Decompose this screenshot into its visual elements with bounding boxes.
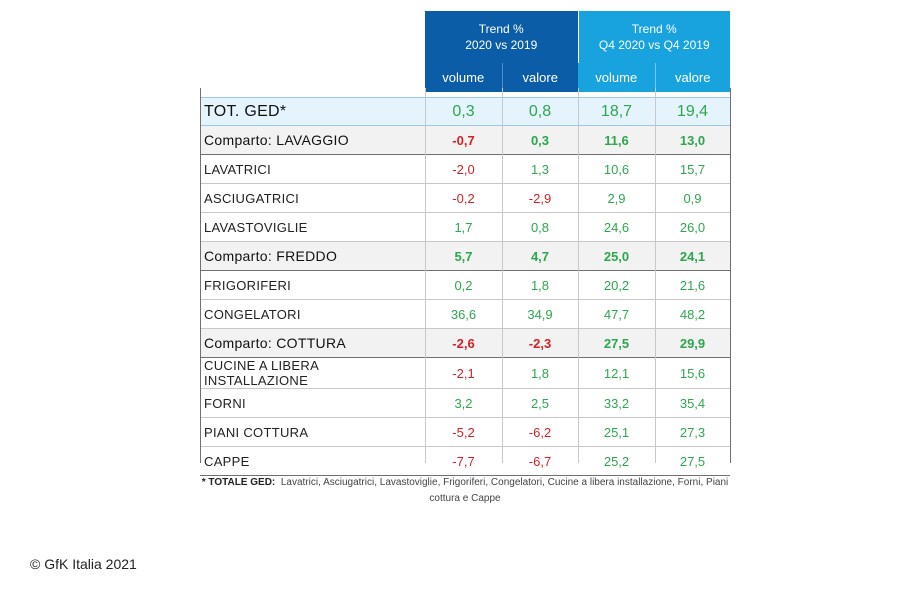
cell-volume-q4: 24,6 bbox=[578, 212, 655, 242]
cell-volume-q4: 47,7 bbox=[578, 299, 655, 329]
table-row: LAVATRICI -2,0 1,3 10,6 15,7 bbox=[200, 154, 730, 184]
footnote: * TOTALE GED: Lavatrici, Asciugatrici, L… bbox=[200, 475, 730, 507]
cell-valore-2020: 0,3 bbox=[502, 125, 578, 155]
header-group-q4: Trend % Q4 2020 vs Q4 2019 bbox=[578, 11, 730, 63]
row-label: TOT. GED* bbox=[200, 97, 425, 126]
header-blank bbox=[200, 63, 425, 92]
cell-volume-q4: 10,6 bbox=[578, 154, 655, 184]
header-group-2020: Trend % 2020 vs 2019 bbox=[425, 11, 579, 63]
row-label: Comparto: LAVAGGIO bbox=[200, 125, 425, 155]
cell-valore-2020: -6,7 bbox=[502, 446, 578, 476]
table-row: CUCINE A LIBERA INSTALLAZIONE -2,1 1,8 12,1… bbox=[200, 357, 730, 389]
cell-valore-q4: 0,9 bbox=[655, 183, 730, 213]
table-row: CONGELATORI 36,6 34,9 47,7 48,2 bbox=[200, 299, 730, 329]
copyright: © GfK Italia 2021 bbox=[30, 556, 137, 572]
cell-valore-q4: 27,3 bbox=[655, 417, 730, 447]
table-row: CAPPE -7,7 -6,7 25,2 27,5 bbox=[200, 446, 730, 476]
cell-volume-2020: -2,1 bbox=[425, 357, 502, 389]
trend-table: Trend % 2020 vs 2019 Trend % Q4 2020 vs … bbox=[200, 11, 730, 476]
footnote-label: * TOTALE GED: bbox=[201, 477, 276, 488]
cell-valore-2020: 0,8 bbox=[502, 97, 578, 126]
row-label: LAVASTOVIGLIE bbox=[200, 212, 425, 242]
header-blank bbox=[200, 11, 425, 63]
cell-volume-2020: -0,7 bbox=[425, 125, 502, 155]
cell-valore-2020: 1,3 bbox=[502, 154, 578, 184]
cell-valore-2020: 1,8 bbox=[502, 357, 578, 389]
cell-valore-q4: 27,5 bbox=[655, 446, 730, 476]
cell-volume-q4: 25,1 bbox=[578, 417, 655, 447]
header-group-q4-line1: Trend % bbox=[631, 22, 677, 36]
row-label: FRIGORIFERI bbox=[200, 270, 425, 300]
table-body: TOT. GED* 0,3 0,8 18,7 19,4 Comparto: LAVAGGI… bbox=[200, 97, 730, 476]
row-label: FORNI bbox=[200, 388, 425, 418]
cell-volume-2020: -2,6 bbox=[425, 328, 502, 358]
row-label: CONGELATORI bbox=[200, 299, 425, 329]
table-row: FORNI 3,2 2,5 33,2 35,4 bbox=[200, 388, 730, 418]
cell-valore-2020: -2,9 bbox=[502, 183, 578, 213]
header-column-row: volume valore volume valore bbox=[200, 63, 730, 92]
row-label: ASCIUGATRICI bbox=[200, 183, 425, 213]
cell-volume-2020: 0,2 bbox=[425, 270, 502, 300]
cell-valore-2020: 34,9 bbox=[502, 299, 578, 329]
cell-valore-q4: 35,4 bbox=[655, 388, 730, 418]
cell-volume-q4: 33,2 bbox=[578, 388, 655, 418]
table-row: ASCIUGATRICI -0,2 -2,9 2,9 0,9 bbox=[200, 183, 730, 213]
row-label: Comparto: FREDDO bbox=[200, 241, 425, 271]
col-header-valore-q4: valore bbox=[655, 63, 730, 92]
row-label: PIANI COTTURA bbox=[200, 417, 425, 447]
cell-volume-2020: -5,2 bbox=[425, 417, 502, 447]
total-row: TOT. GED* 0,3 0,8 18,7 19,4 bbox=[200, 97, 730, 126]
cell-volume-q4: 25,0 bbox=[578, 241, 655, 271]
cell-volume-2020: 3,2 bbox=[425, 388, 502, 418]
cell-valore-q4: 15,6 bbox=[655, 357, 730, 389]
footnote-text: Lavatrici, Asciugatrici, Lavastoviglie, … bbox=[280, 477, 729, 504]
cell-valore-q4: 26,0 bbox=[655, 212, 730, 242]
row-label: CAPPE bbox=[200, 446, 425, 476]
col-header-volume-q4: volume bbox=[578, 63, 656, 92]
cell-valore-2020: -2,3 bbox=[502, 328, 578, 358]
cell-valore-2020: 1,8 bbox=[502, 270, 578, 300]
cell-volume-2020: 36,6 bbox=[425, 299, 502, 329]
cell-volume-2020: -0,2 bbox=[425, 183, 502, 213]
table-row: FRIGORIFERI 0,2 1,8 20,2 21,6 bbox=[200, 270, 730, 300]
row-label: Comparto: COTTURA bbox=[200, 328, 425, 358]
cell-volume-q4: 25,2 bbox=[578, 446, 655, 476]
row-label: LAVATRICI bbox=[200, 154, 425, 184]
cell-valore-2020: 2,5 bbox=[502, 388, 578, 418]
cell-volume-2020: -7,7 bbox=[425, 446, 502, 476]
cell-valore-2020: 0,8 bbox=[502, 212, 578, 242]
col-header-volume-2020: volume bbox=[425, 63, 503, 92]
cell-valore-q4: 21,6 bbox=[655, 270, 730, 300]
cell-volume-2020: -2,0 bbox=[425, 154, 502, 184]
cell-valore-2020: 4,7 bbox=[502, 241, 578, 271]
sector-row: Comparto: LAVAGGIO -0,7 0,3 11,6 13,0 bbox=[200, 125, 730, 155]
row-label: CUCINE A LIBERA INSTALLAZIONE bbox=[200, 357, 425, 389]
header-group-2020-line2: 2020 vs 2019 bbox=[465, 38, 538, 52]
cell-valore-q4: 48,2 bbox=[655, 299, 730, 329]
sector-row: Comparto: COTTURA -2,6 -2,3 27,5 29,9 bbox=[200, 328, 730, 358]
cell-valore-2020: -6,2 bbox=[502, 417, 578, 447]
cell-valore-q4: 29,9 bbox=[655, 328, 730, 358]
header-group-2020-line1: Trend % bbox=[478, 22, 524, 36]
cell-volume-q4: 27,5 bbox=[578, 328, 655, 358]
cell-volume-2020: 0,3 bbox=[425, 97, 502, 126]
cell-volume-q4: 20,2 bbox=[578, 270, 655, 300]
header-group-q4-line2: Q4 2020 vs Q4 2019 bbox=[598, 38, 710, 52]
cell-valore-q4: 13,0 bbox=[655, 125, 730, 155]
header-group-row: Trend % 2020 vs 2019 Trend % Q4 2020 vs … bbox=[200, 11, 730, 63]
table-row: LAVASTOVIGLIE 1,7 0,8 24,6 26,0 bbox=[200, 212, 730, 242]
cell-volume-2020: 5,7 bbox=[425, 241, 502, 271]
cell-valore-q4: 19,4 bbox=[655, 97, 730, 126]
cell-volume-q4: 11,6 bbox=[578, 125, 655, 155]
cell-volume-q4: 2,9 bbox=[578, 183, 655, 213]
sector-row: Comparto: FREDDO 5,7 4,7 25,0 24,1 bbox=[200, 241, 730, 271]
col-header-valore-2020: valore bbox=[502, 63, 578, 92]
table-row: PIANI COTTURA -5,2 -6,2 25,1 27,3 bbox=[200, 417, 730, 447]
cell-valore-q4: 15,7 bbox=[655, 154, 730, 184]
cell-volume-q4: 18,7 bbox=[578, 97, 655, 126]
cell-volume-2020: 1,7 bbox=[425, 212, 502, 242]
cell-volume-q4: 12,1 bbox=[578, 357, 655, 389]
cell-valore-q4: 24,1 bbox=[655, 241, 730, 271]
